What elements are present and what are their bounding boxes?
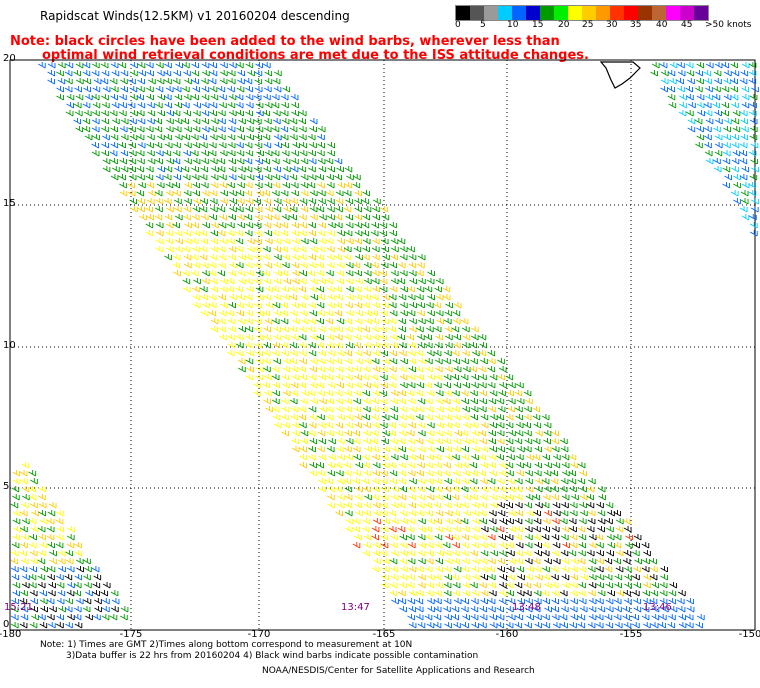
footer-note-2: 3)Data buffer is 22 hrs from 20160204 4)… xyxy=(66,651,479,661)
legend-label: 25 xyxy=(582,20,594,30)
y-tick-label: 20 xyxy=(3,53,16,64)
island-outline xyxy=(599,61,641,89)
legend-swatch xyxy=(624,6,638,20)
legend-swatch xyxy=(582,6,596,20)
y-tick-label: 0 xyxy=(3,619,9,630)
legend-label: 0 xyxy=(455,20,461,30)
legend-label: 20 xyxy=(558,20,570,30)
swath-time-label: 13:47 xyxy=(341,602,370,613)
x-tick-label: -160 xyxy=(496,629,519,640)
wind-speed-legend xyxy=(455,5,709,21)
legend-labels: 0 5 10 15 20 25 30 35 40 45 >50 knots xyxy=(455,20,755,32)
x-tick-label: -155 xyxy=(620,629,643,640)
legend-label: 10 xyxy=(507,20,519,30)
swath-time-label: 13:48 xyxy=(512,602,541,613)
legend-swatch xyxy=(554,6,568,20)
legend-label: 45 xyxy=(681,20,693,30)
note-line-2: optimal wind retrieval conditions are me… xyxy=(42,48,589,63)
legend-swatch xyxy=(666,6,680,20)
y-tick-label: 10 xyxy=(3,340,16,351)
footer-credit: NOAA/NESDIS/Center for Satellite Applica… xyxy=(262,666,535,676)
swath-time-label: 13:46 xyxy=(643,602,672,613)
x-tick-label: -175 xyxy=(120,629,143,640)
legend-label: 5 xyxy=(480,20,486,30)
legend-swatch xyxy=(596,6,610,20)
legend-swatch xyxy=(456,6,470,20)
legend-swatch xyxy=(526,6,540,20)
legend-swatch xyxy=(540,6,554,20)
x-tick-label: -170 xyxy=(248,629,271,640)
note-line-1: Note: black circles have been added to t… xyxy=(10,34,560,49)
legend-label: 40 xyxy=(656,20,668,30)
y-tick-label: 15 xyxy=(3,198,16,209)
x-tick-label: -150 xyxy=(739,629,760,640)
swath-time-label: 15:21 xyxy=(4,602,33,613)
x-tick-label: -180 xyxy=(0,629,21,640)
legend-swatch xyxy=(694,6,708,20)
legend-swatch xyxy=(568,6,582,20)
legend-swatch xyxy=(470,6,484,20)
legend-swatch xyxy=(610,6,624,20)
legend-label: 35 xyxy=(630,20,642,30)
legend-label: 30 xyxy=(606,20,618,30)
wind-barb-swaths xyxy=(10,62,759,629)
footer-note-1: Note: 1) Times are GMT 2)Times along bot… xyxy=(40,640,413,650)
legend-swatch xyxy=(638,6,652,20)
legend-label: >50 knots xyxy=(705,20,752,30)
map-frame xyxy=(9,59,756,631)
y-tick-label: 5 xyxy=(3,481,9,492)
legend-swatch xyxy=(484,6,498,20)
map-title: Rapidscat Winds(12.5KM) v1 20160204 desc… xyxy=(40,9,350,23)
legend-swatch xyxy=(512,6,526,20)
legend-label: 15 xyxy=(532,20,544,30)
x-tick-label: -165 xyxy=(373,629,396,640)
legend-swatch xyxy=(680,6,694,20)
legend-swatch xyxy=(498,6,512,20)
legend-swatch xyxy=(652,6,666,20)
